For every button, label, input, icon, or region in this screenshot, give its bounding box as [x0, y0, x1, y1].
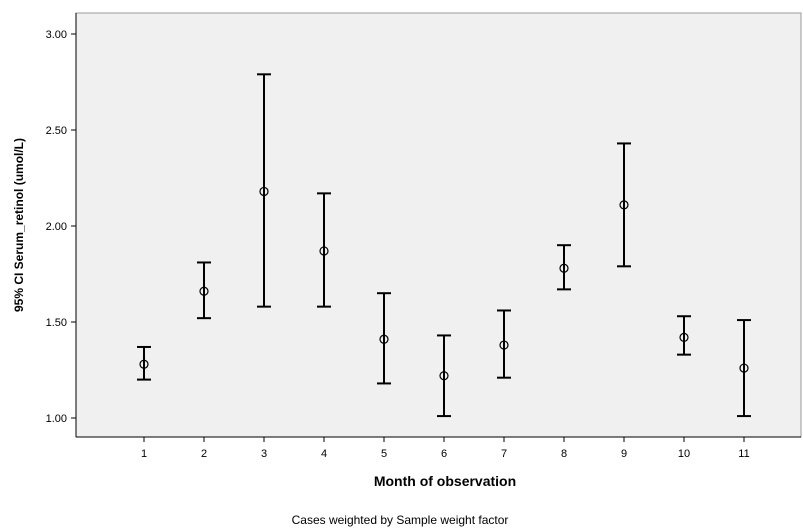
- error-bar-month-7: [497, 309, 511, 379]
- footnote: Cases weighted by Sample weight factor: [292, 513, 509, 527]
- error-bar-month-2: [197, 261, 211, 320]
- y-tick-label: 2.00: [46, 221, 67, 233]
- mean-marker: [439, 371, 449, 381]
- x-tick-label: 9: [621, 448, 627, 460]
- error-bar-month-3: [257, 73, 271, 308]
- y-tick-label: 1.50: [46, 317, 67, 329]
- error-bar-month-11: [737, 319, 751, 418]
- plot-area: [75, 12, 802, 438]
- y-tick-label: 2.50: [46, 125, 67, 137]
- x-tick-label: 5: [381, 448, 387, 460]
- mean-marker: [379, 334, 389, 344]
- error-bar-month-5: [377, 292, 391, 385]
- mean-marker: [199, 286, 209, 296]
- x-tick-label: 3: [261, 448, 267, 460]
- x-tick-label: 6: [441, 448, 447, 460]
- mean-marker: [319, 246, 329, 256]
- mean-marker: [559, 263, 569, 273]
- y-tick-label: 1.00: [46, 413, 67, 425]
- y-axis-title: 95% CI Serum_retinol (umol/L): [12, 138, 26, 312]
- mean-marker: [679, 332, 689, 342]
- error-bar-month-9: [617, 142, 631, 268]
- error-bar-month-6: [437, 334, 451, 418]
- x-tick-label: 10: [678, 448, 690, 460]
- y-axis: 1.00 2.50 2.00 1.50 3.00: [46, 13, 77, 437]
- error-bars: [137, 73, 751, 418]
- x-tick-label: 2: [201, 448, 207, 460]
- error-bar-month-1: [137, 345, 151, 381]
- x-tick-label: 11: [738, 448, 749, 460]
- mean-marker: [739, 363, 749, 373]
- x-tick-label: 8: [561, 448, 567, 460]
- x-tick-label: 7: [501, 448, 507, 460]
- mean-marker: [139, 359, 149, 369]
- error-bar-month-10: [677, 315, 691, 356]
- mean-marker: [499, 340, 509, 350]
- error-bar-month-4: [317, 192, 331, 308]
- error-bar-month-8: [557, 244, 571, 291]
- x-axis-title: Month of observation: [374, 473, 516, 489]
- x-tick-label: 4: [321, 448, 327, 460]
- x-tick-label: 1: [141, 448, 147, 460]
- mean-marker: [619, 200, 629, 210]
- mean-marker: [259, 186, 269, 197]
- y-tick-label: 3.00: [46, 29, 67, 41]
- x-axis: 1 2 3 4 5 6 7 8 9 10 11: [76, 436, 801, 460]
